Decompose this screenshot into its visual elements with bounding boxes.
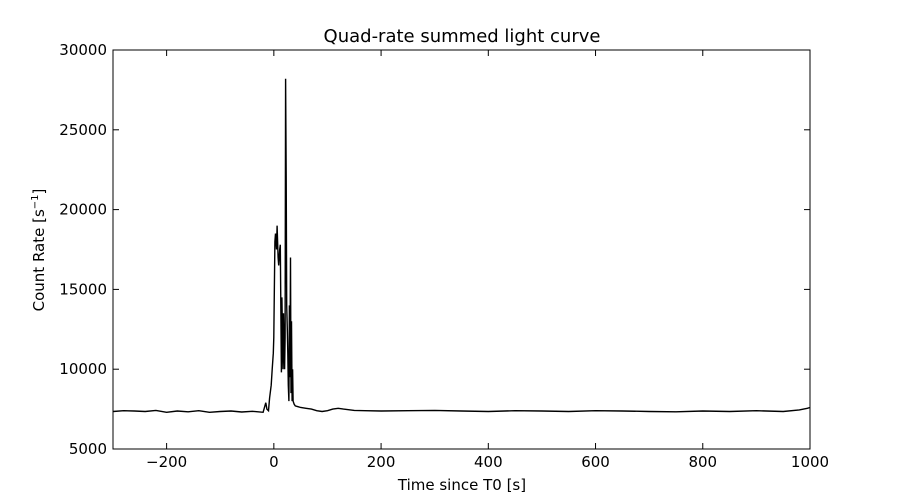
y-axis: 5000 10000 15000 20000 25000 30000 <box>59 41 810 458</box>
x-tick-label: 0 <box>269 453 279 471</box>
y-axis-label: Count Rate [s−1] <box>30 189 48 312</box>
x-tick-label: 400 <box>474 453 503 471</box>
chart-title: Quad-rate summed light curve <box>324 26 601 47</box>
plot-frame <box>112 49 811 450</box>
y-tick-label: 15000 <box>59 280 107 298</box>
y-axis-label-main: Count Rate [s <box>30 209 48 311</box>
y-axis-label-end: ] <box>30 189 48 195</box>
x-tick-label: 800 <box>688 453 717 471</box>
x-axis-label: Time since T0 [s] <box>397 476 526 494</box>
y-tick-label: 30000 <box>59 41 107 59</box>
x-tick-label: −200 <box>146 453 187 471</box>
y-tick-label: 10000 <box>59 360 107 378</box>
y-tick-label: 20000 <box>59 201 107 219</box>
x-tick-label: 1000 <box>791 453 829 471</box>
x-tick-label: 200 <box>367 453 396 471</box>
x-tick-label: 600 <box>581 453 610 471</box>
y-axis-label-exponent: −1 <box>30 194 41 209</box>
x-axis: −200 0 200 400 600 800 1000 <box>146 50 829 471</box>
light-curve-series-line <box>112 78 811 414</box>
y-tick-label: 25000 <box>59 121 107 139</box>
y-tick-label: 5000 <box>69 440 107 458</box>
